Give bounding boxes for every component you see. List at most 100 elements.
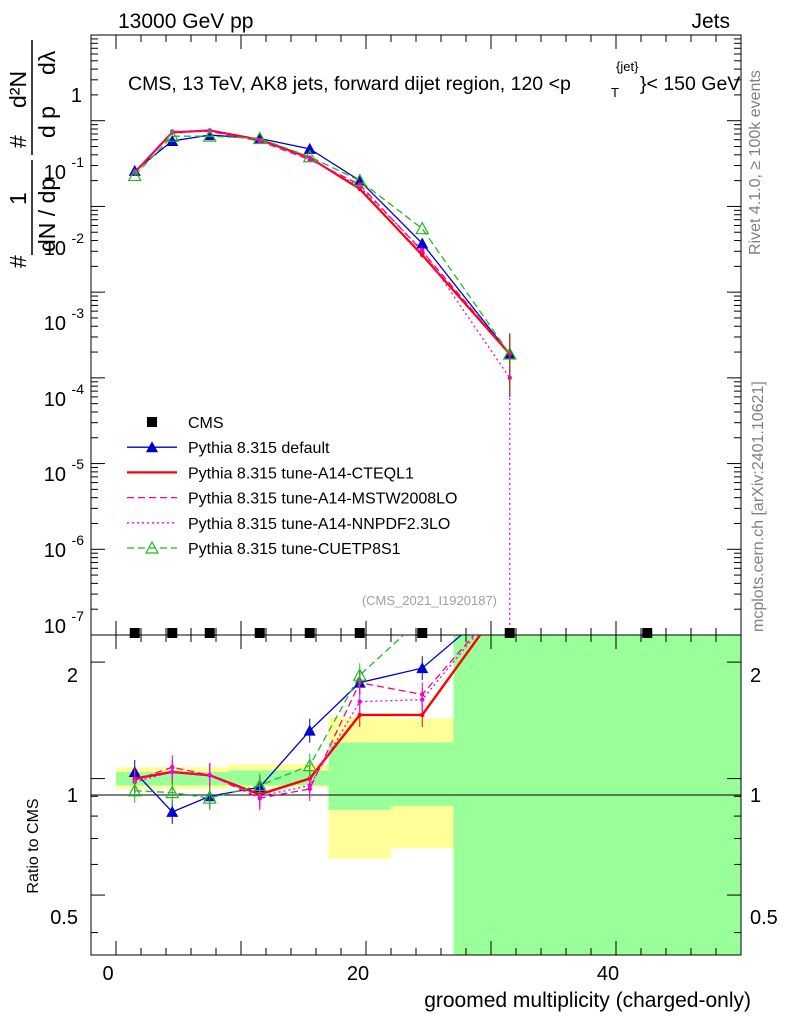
x-tick-label: 0 (102, 963, 113, 985)
ratio-point (302, 758, 317, 772)
ratio-line (134, 635, 475, 799)
legend-label: Pythia 8.315 tune-CUETP8S1 (188, 541, 401, 558)
legend-entry: Pythia 8.315 tune-A14-NNPDF2.3LO (127, 516, 450, 533)
ratio-point (165, 785, 180, 799)
series-point (252, 131, 267, 145)
cms-data-point (504, 628, 515, 638)
series-point (302, 149, 317, 163)
cms-data-point (354, 628, 365, 638)
ratio-point (357, 712, 362, 718)
y-tick-label: -1 (72, 154, 85, 170)
ratio-point (357, 699, 362, 704)
series-point (203, 129, 216, 141)
cms-data-point (417, 628, 428, 638)
x-tick-label: 20 (347, 963, 369, 985)
legend: CMS Pythia 8.315 default Pythia 8.315 tune… (127, 415, 457, 558)
series-line (133, 129, 511, 355)
ratio-tick-label-right: 0.5 (750, 907, 778, 929)
series-point (165, 128, 180, 142)
legend-label: Pythia 8.315 tune-A14-CTEQL1 (188, 465, 414, 482)
ratio-line (134, 635, 463, 813)
cms-data-point (204, 628, 215, 638)
ratio-tick-label-left: 2 (67, 665, 78, 687)
legend-entry: Pythia 8.315 tune-A14-MSTW2008LO (127, 491, 457, 508)
legend-label: Pythia 8.315 default (188, 440, 330, 457)
svg-text:T: T (611, 85, 619, 100)
header-left: 13000 GeV pp (118, 10, 253, 33)
rivet-label: Rivet 4.1.0, ≥ 100k events (747, 70, 764, 255)
y-tick-label: -5 (72, 456, 85, 472)
legend-entry: Pythia 8.315 tune-CUETP8S1 (127, 540, 401, 558)
cms-data-point (167, 628, 178, 638)
svg-text:}< 150 GeV: }< 150 GeV (640, 73, 740, 95)
ratio-tick-labels: 2 1 0.5 2 1 0.5 (50, 665, 778, 929)
y-tick-label: 10 (44, 162, 66, 184)
series-point (420, 252, 425, 258)
y-tick-label: -2 (72, 230, 85, 246)
y-tick-label: -6 (72, 532, 85, 548)
ratio-point (420, 697, 425, 702)
series-point (416, 237, 429, 249)
axes (91, 34, 742, 955)
y-tick-label: -3 (72, 305, 85, 321)
series-point (352, 173, 367, 187)
svg-text:CMS, 13 TeV, AK8 jets, forward: CMS, 13 TeV, AK8 jets, forward dijet reg… (128, 73, 571, 95)
series-point (303, 142, 316, 154)
legend-marker (146, 441, 158, 453)
ratio-lines (127, 612, 482, 824)
y-axis-label: # 1 dN / dp # d²N d p dλ (5, 40, 60, 268)
series-line (134, 134, 511, 355)
ratio-tick-label-right: 1 (750, 785, 761, 807)
svg-text:d²N: d²N (5, 71, 31, 108)
series-point (166, 134, 179, 146)
ratio-point (307, 783, 312, 788)
ratio-tick-label-left: 1 (67, 785, 78, 807)
ratio-point (127, 783, 142, 797)
ratio-line (134, 635, 477, 797)
y-tick-label: 10 (44, 540, 66, 562)
legend-marker (147, 417, 157, 427)
x-tick-label: 40 (597, 963, 619, 985)
ratio-point (352, 667, 367, 681)
cms-data-point (254, 628, 265, 638)
y-tick-label: 10 (44, 464, 66, 486)
series-point (127, 168, 142, 182)
ratio-point (166, 805, 179, 817)
y-tick-labels: 1 10 -1 10 -2 10 -3 10 -4 10 -5 10 -6 10… (44, 85, 84, 638)
series-point (420, 247, 425, 253)
header-right: Jets (691, 10, 730, 33)
series-point (202, 128, 217, 142)
legend-entry: Pythia 8.315 default (127, 440, 330, 457)
ratio-series (127, 612, 482, 824)
chart-title: CMS, 13 TeV, AK8 jets, forward dijet reg… (128, 59, 740, 100)
ratio-point (303, 724, 316, 736)
y-tick-label: -7 (72, 608, 85, 624)
series-point (307, 156, 312, 161)
ratio-y-label: Ratio to CMS (25, 798, 42, 893)
legend-entry: Pythia 8.315 tune-A14-CTEQL1 (127, 465, 414, 482)
y-tick-label: 10 (44, 616, 66, 638)
svg-text:d p: d p (34, 106, 60, 138)
cms-data-point (642, 628, 653, 638)
ratio-point (416, 612, 428, 623)
band-inner (391, 742, 454, 806)
ratio-point (207, 773, 212, 778)
series-line (134, 135, 511, 355)
legend-entry: CMS (147, 415, 224, 432)
ratio-point (416, 662, 429, 674)
ratio-tick-label-right: 2 (750, 665, 761, 687)
x-tick-labels: 0 20 40 (102, 963, 619, 985)
legend-label: Pythia 8.315 tune-A14-NNPDF2.3LO (188, 516, 450, 533)
svg-text:dN / dp: dN / dp (34, 178, 60, 252)
svg-text:{jet}: {jet} (616, 59, 639, 74)
ratio-point (170, 769, 175, 775)
svg-text:#: # (5, 255, 31, 268)
main-series (127, 128, 653, 638)
series-point (415, 221, 430, 235)
ratio-point (420, 712, 425, 718)
y-tick-label: 10 (44, 389, 66, 411)
x-axis-label: groomed multiplicity (charged-only) (424, 989, 751, 1012)
y-tick-label: 10 (44, 238, 66, 260)
mcplots-label: mcplots.cern.ch [arXiv:2401.10621] (750, 381, 767, 632)
